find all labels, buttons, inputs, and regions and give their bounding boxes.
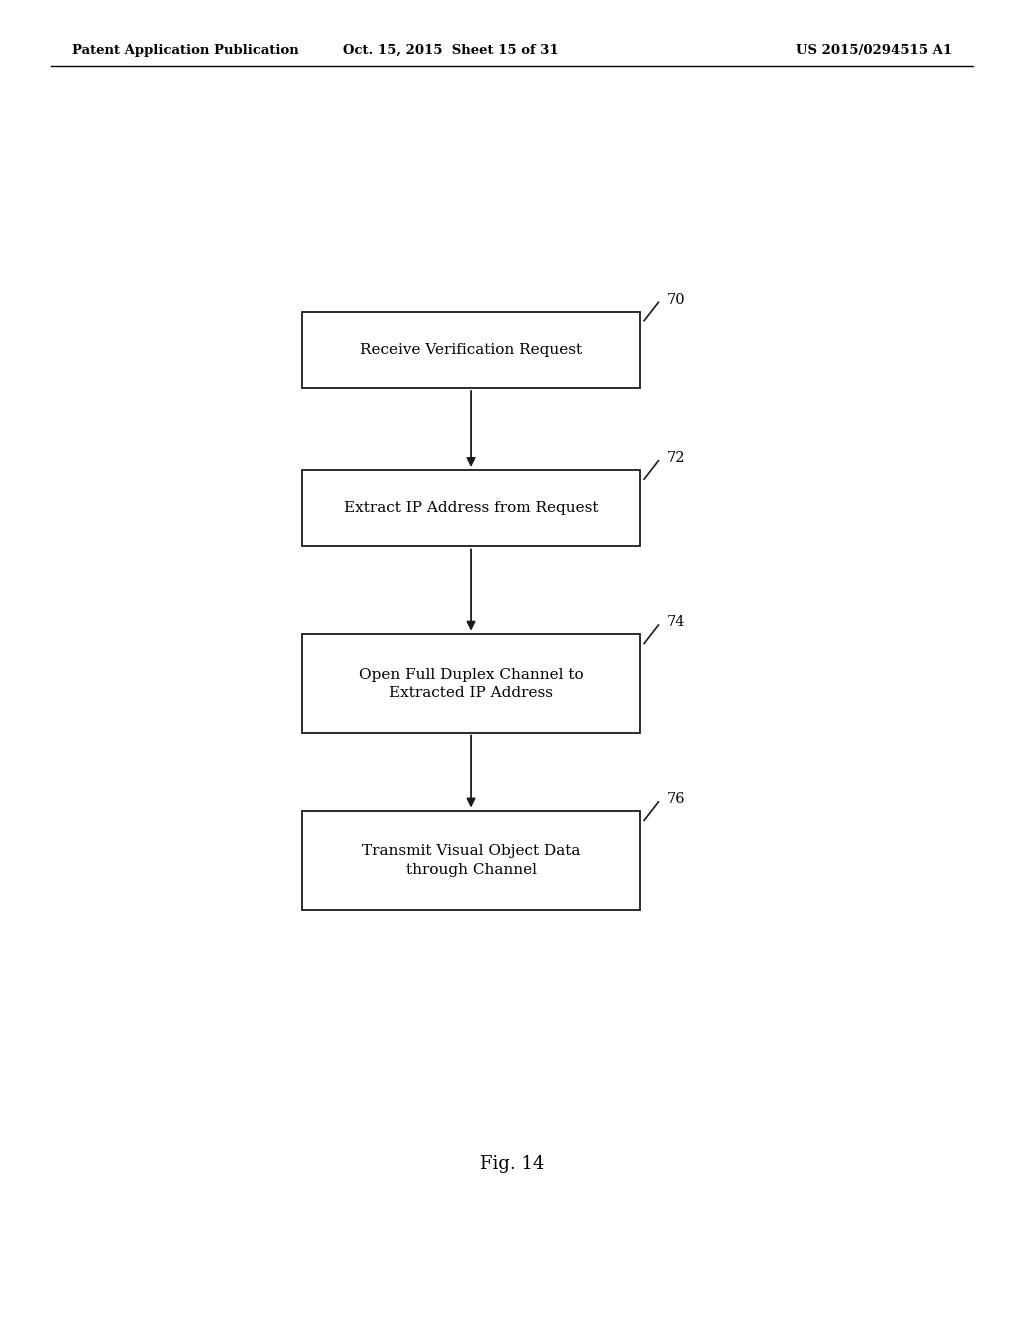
FancyBboxPatch shape xyxy=(302,312,640,388)
Text: 74: 74 xyxy=(667,615,685,630)
Text: Patent Application Publication: Patent Application Publication xyxy=(72,44,298,57)
Text: 72: 72 xyxy=(667,451,685,465)
Text: 76: 76 xyxy=(667,792,685,807)
FancyBboxPatch shape xyxy=(302,635,640,734)
Text: Fig. 14: Fig. 14 xyxy=(480,1155,544,1173)
Text: Open Full Duplex Channel to
Extracted IP Address: Open Full Duplex Channel to Extracted IP… xyxy=(358,668,584,700)
FancyBboxPatch shape xyxy=(302,470,640,546)
Text: US 2015/0294515 A1: US 2015/0294515 A1 xyxy=(797,44,952,57)
Text: Oct. 15, 2015  Sheet 15 of 31: Oct. 15, 2015 Sheet 15 of 31 xyxy=(343,44,558,57)
Text: Extract IP Address from Request: Extract IP Address from Request xyxy=(344,502,598,515)
FancyBboxPatch shape xyxy=(302,810,640,911)
Text: 70: 70 xyxy=(667,293,685,306)
Text: Receive Verification Request: Receive Verification Request xyxy=(360,343,582,356)
Text: Transmit Visual Object Data
through Channel: Transmit Visual Object Data through Chan… xyxy=(361,845,581,876)
